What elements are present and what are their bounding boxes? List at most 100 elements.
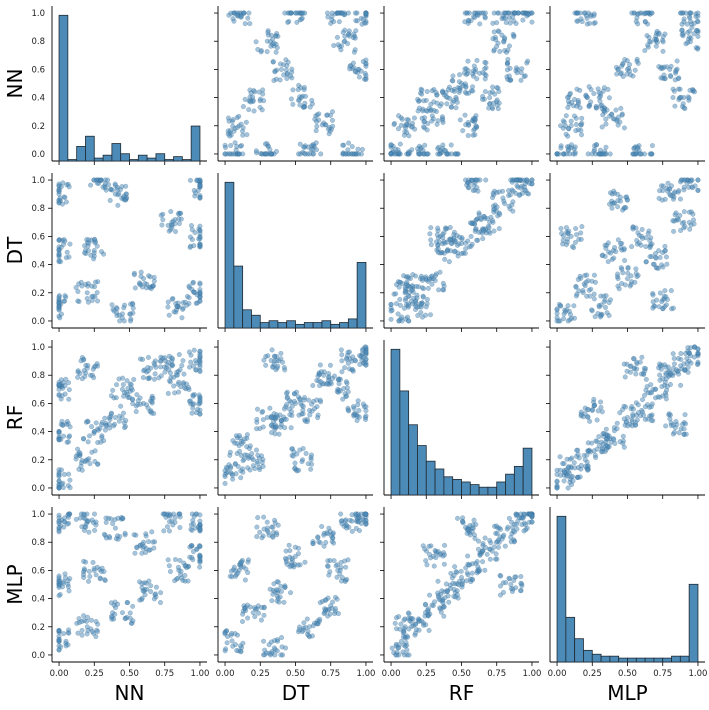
scatter-point bbox=[456, 234, 463, 240]
scatter-point bbox=[192, 358, 199, 364]
scatter-point bbox=[159, 222, 165, 228]
scatter-point bbox=[433, 554, 439, 561]
scatter-point bbox=[482, 59, 488, 65]
scatter-point bbox=[56, 257, 62, 263]
scatter-point bbox=[459, 584, 465, 590]
panel-DT-vs-RF bbox=[380, 173, 539, 332]
scatter-point bbox=[603, 432, 609, 438]
scatter-point bbox=[127, 610, 133, 616]
scatter-point bbox=[671, 228, 677, 234]
scatter-point bbox=[305, 397, 312, 403]
scatter-point bbox=[325, 126, 331, 132]
scatter-point bbox=[80, 511, 87, 517]
scatter-point bbox=[279, 418, 285, 424]
scatter-point bbox=[65, 584, 71, 590]
scatter-point bbox=[64, 521, 70, 527]
scatter-point bbox=[114, 187, 120, 193]
scatter-point bbox=[571, 113, 578, 119]
scatter-point bbox=[428, 237, 434, 243]
scatter-point bbox=[474, 76, 480, 82]
scatter-point bbox=[251, 108, 257, 114]
x-tick-label: 0.00 bbox=[382, 669, 401, 679]
scatter-point bbox=[508, 534, 514, 540]
histogram-bar bbox=[137, 154, 148, 162]
scatter-point bbox=[171, 383, 177, 389]
scatter-point bbox=[57, 195, 63, 201]
scatter-point bbox=[356, 528, 363, 534]
scatter-point bbox=[498, 573, 504, 579]
scatter-point bbox=[482, 15, 488, 21]
scatter-point bbox=[242, 436, 248, 442]
scatter-point bbox=[197, 298, 203, 304]
scatter-point bbox=[449, 240, 455, 247]
scatter-point bbox=[575, 447, 581, 453]
scatter-point bbox=[423, 304, 429, 310]
scatter-point bbox=[90, 366, 96, 372]
scatter-point bbox=[270, 524, 276, 530]
scatter-point bbox=[421, 98, 427, 104]
scatter-point bbox=[440, 280, 446, 286]
scatter-point bbox=[664, 261, 670, 267]
scatter-point bbox=[191, 513, 197, 519]
scatter-point bbox=[112, 182, 118, 189]
scatter-point bbox=[66, 396, 72, 402]
scatter-point bbox=[314, 123, 320, 129]
scatter-point bbox=[469, 570, 475, 576]
scatter-point bbox=[447, 236, 453, 242]
x-tick-label: 0.50 bbox=[618, 669, 637, 679]
scatter-point bbox=[182, 563, 188, 569]
scatter-point bbox=[58, 311, 65, 317]
scatter-point bbox=[435, 578, 441, 584]
scatter-point bbox=[469, 576, 475, 582]
scatter-point bbox=[462, 66, 468, 72]
scatter-point bbox=[197, 353, 203, 359]
scatter-point bbox=[64, 249, 70, 255]
scatter-point bbox=[529, 19, 535, 25]
histogram-bar bbox=[653, 657, 664, 663]
scatter-point bbox=[429, 281, 435, 287]
scatter-point bbox=[465, 553, 471, 559]
scatter-point bbox=[591, 296, 597, 302]
x-tick-label: 0.25 bbox=[251, 669, 270, 679]
scatter-point bbox=[137, 395, 143, 401]
scatter-point bbox=[681, 426, 687, 432]
scatter-point bbox=[340, 29, 346, 35]
y-tick-label: 0.2 bbox=[31, 623, 45, 633]
scatter-point bbox=[605, 443, 611, 449]
scatter-point bbox=[113, 382, 120, 388]
scatter-point bbox=[254, 426, 260, 432]
scatter-point bbox=[471, 182, 477, 188]
scatter-point bbox=[614, 426, 620, 432]
scatter-point bbox=[166, 378, 173, 384]
scatter-point bbox=[389, 645, 395, 651]
scatter-point bbox=[134, 392, 140, 398]
histogram-bar bbox=[347, 318, 358, 329]
scatter-point bbox=[252, 466, 258, 472]
scatter-point bbox=[491, 47, 497, 53]
scatter-point bbox=[123, 417, 129, 424]
scatter-point bbox=[575, 10, 581, 16]
scatter-point bbox=[164, 524, 170, 530]
scatter-point bbox=[573, 284, 579, 290]
scatter-point bbox=[178, 210, 184, 216]
scatter-point bbox=[567, 456, 573, 462]
scatter-point bbox=[679, 220, 685, 226]
scatter-point bbox=[616, 286, 622, 292]
y-tick-label: 0.8 bbox=[31, 538, 45, 548]
x-tick-label: 0.75 bbox=[155, 669, 174, 679]
scatter-point bbox=[471, 517, 477, 523]
scatter-point bbox=[429, 113, 435, 119]
scatter-point bbox=[349, 528, 355, 534]
histogram-bar bbox=[461, 481, 471, 496]
scatter-point bbox=[139, 581, 145, 587]
scatter-point bbox=[315, 535, 321, 541]
scatter-point bbox=[695, 33, 701, 39]
histogram-bar bbox=[679, 655, 690, 663]
scatter-point bbox=[634, 145, 641, 151]
scatter-point bbox=[500, 195, 506, 201]
scatter-point bbox=[571, 460, 577, 466]
scatter-point bbox=[345, 10, 351, 16]
scatter-point bbox=[95, 461, 101, 467]
scatter-point bbox=[462, 112, 468, 118]
scatter-point bbox=[427, 312, 434, 318]
